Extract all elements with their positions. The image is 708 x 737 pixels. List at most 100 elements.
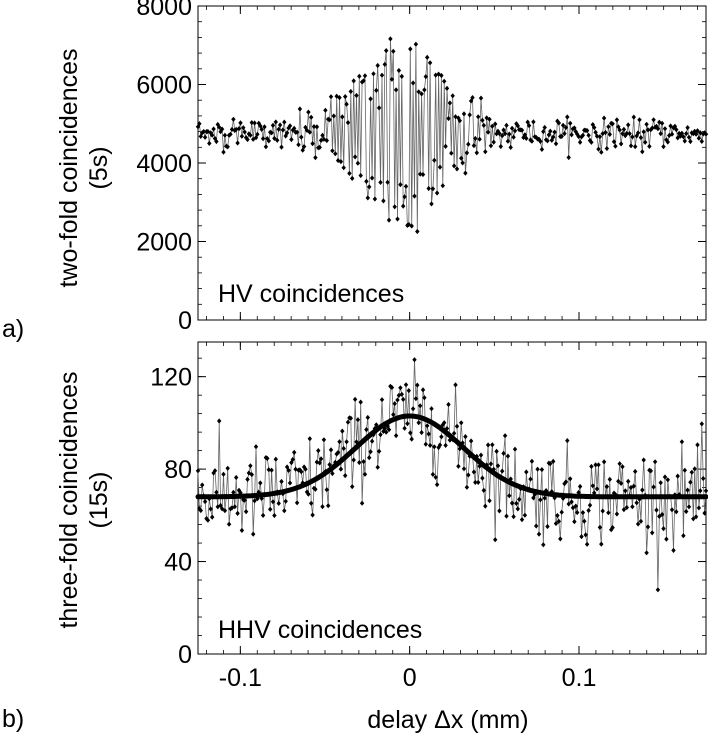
data-point [389, 384, 395, 391]
data-point [391, 48, 396, 54]
data-point [426, 431, 431, 437]
data-point [217, 124, 222, 130]
data-point [375, 62, 380, 69]
panel-b-ticks: 0 40 80 120 -0.1 0 0.1 [150, 342, 706, 692]
data-point [548, 461, 553, 467]
data-point [419, 91, 424, 97]
data-point [205, 517, 211, 523]
data-point [606, 124, 611, 130]
data-point [338, 159, 344, 165]
data-point [317, 460, 322, 466]
data-point [478, 452, 484, 458]
data-point [430, 186, 436, 192]
data-point [429, 201, 434, 207]
data-point [219, 506, 225, 512]
data-point [476, 479, 481, 485]
data-point [398, 385, 403, 391]
data-point [531, 119, 536, 125]
data-point [658, 131, 663, 137]
data-point [289, 136, 294, 143]
data-point [610, 525, 615, 531]
data-point [403, 183, 409, 189]
data-point [321, 437, 327, 443]
data-point [474, 150, 479, 156]
data-point [483, 503, 488, 509]
data-point [617, 461, 622, 467]
data-point [282, 508, 287, 514]
data-point [568, 120, 573, 126]
data-point [487, 116, 492, 122]
data-point [415, 382, 420, 388]
data-point [232, 504, 237, 510]
data-point [577, 483, 583, 490]
data-point [252, 498, 257, 504]
data-point [626, 122, 631, 128]
data-point [386, 427, 392, 433]
data-point [466, 141, 471, 147]
data-point [542, 495, 547, 501]
data-point [542, 124, 547, 131]
data-point [529, 458, 535, 464]
y-tick-label: 0 [178, 641, 192, 669]
data-point [674, 509, 679, 515]
data-point [338, 466, 344, 472]
data-point [601, 115, 607, 121]
data-point [337, 95, 342, 101]
data-point [590, 122, 595, 128]
data-point [272, 135, 277, 141]
data-point [460, 440, 465, 446]
data-point [551, 458, 556, 464]
data-point [573, 129, 578, 135]
data-point [480, 117, 485, 123]
data-point [600, 131, 605, 137]
data-point [197, 121, 202, 127]
data-point [229, 126, 235, 132]
data-point [565, 114, 570, 120]
data-point [584, 128, 590, 134]
data-point [341, 445, 346, 452]
y-tick-label: 2000 [136, 229, 192, 257]
data-point [483, 149, 488, 155]
data-point [477, 136, 482, 142]
data-point [476, 114, 481, 120]
data-point [340, 428, 345, 434]
data-point [446, 401, 451, 408]
panel-a-ylabel-line1: two-fold coincidences [55, 48, 83, 287]
data-point [698, 488, 703, 494]
data-point [367, 455, 372, 461]
data-point [500, 468, 505, 474]
data-point [324, 487, 329, 493]
data-point [437, 164, 443, 170]
data-point [703, 488, 708, 494]
data-point [251, 531, 256, 537]
data-point [674, 127, 679, 133]
data-point [459, 420, 464, 426]
data-point [260, 136, 266, 142]
x-axis-label: delay Δx (mm) [367, 706, 528, 734]
data-point [437, 442, 443, 448]
panel-a-data [195, 36, 708, 235]
data-point [535, 466, 540, 472]
data-point [348, 88, 353, 95]
panel-a-ticks: 0 2000 4000 6000 8000 [136, 0, 706, 335]
data-point [699, 138, 704, 144]
data-point [538, 497, 543, 503]
data-point [517, 496, 522, 502]
data-point [365, 414, 370, 421]
data-point [434, 190, 440, 196]
data-point [422, 87, 427, 93]
data-point [306, 109, 311, 115]
data-point [433, 474, 438, 480]
data-point [456, 463, 461, 469]
data-point [526, 123, 532, 129]
data-point [515, 506, 520, 512]
data-point [511, 134, 516, 140]
data-point [481, 487, 486, 493]
data-point [592, 124, 597, 131]
data-point [344, 101, 349, 107]
data-point [548, 128, 553, 134]
data-point [198, 507, 203, 514]
data-point [415, 228, 420, 235]
data-point [358, 399, 363, 405]
